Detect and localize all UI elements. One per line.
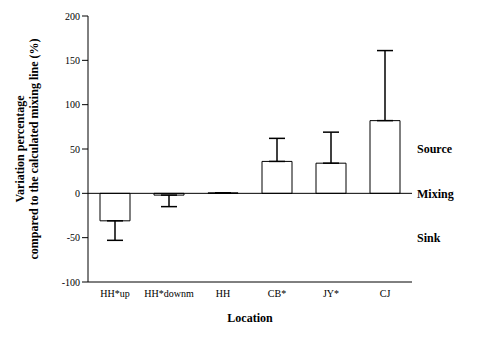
svg-text:HH: HH [216,288,230,299]
svg-text:CB*: CB* [268,288,286,299]
svg-text:Variation percentagecompared t: Variation percentagecompared to the calc… [13,38,41,259]
svg-text:JY*: JY* [323,288,339,299]
svg-text:HH*up: HH*up [100,288,129,299]
svg-text:Source: Source [417,142,453,156]
svg-text:0: 0 [75,188,80,199]
svg-text:CJ: CJ [380,288,391,299]
svg-text:Location: Location [227,311,273,325]
svg-text:HH*downm: HH*downm [144,288,194,299]
svg-text:-50: -50 [67,232,80,243]
svg-text:Mixing: Mixing [417,187,454,201]
svg-text:150: 150 [65,55,80,66]
svg-text:100: 100 [65,99,80,110]
svg-text:Sink: Sink [417,231,441,245]
svg-text:-100: -100 [62,277,80,288]
svg-text:50: 50 [70,144,80,155]
svg-text:200: 200 [65,11,80,22]
